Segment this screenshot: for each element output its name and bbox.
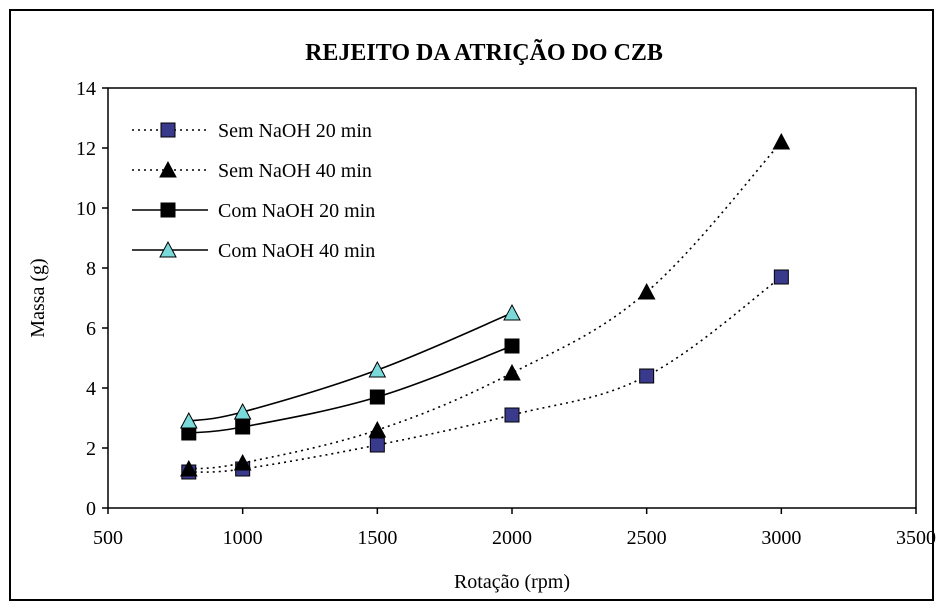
axes: 0 2 4 6 8 10 12 14 500 1000 1500 2000 2500 3000 3500 — [76, 78, 936, 549]
data-point — [503, 363, 521, 381]
chart-title: REJEITO DA ATRIÇÃO DO CZB — [305, 40, 663, 66]
legend-marker — [159, 240, 177, 258]
data-point — [233, 402, 252, 420]
y-tick-label: 12 — [76, 138, 96, 160]
x-tick-label: 2000 — [492, 527, 532, 549]
data-point — [504, 338, 520, 354]
x-tick-label: 3000 — [761, 527, 801, 549]
x-tick-label: 1000 — [223, 527, 263, 549]
series-layer — [179, 132, 791, 480]
x-tick-label: 1500 — [357, 527, 397, 549]
legend-marker — [159, 160, 177, 178]
series-4 — [179, 303, 521, 429]
x-axis-label: Rotação (rpm) — [454, 571, 570, 593]
data-point — [368, 360, 387, 378]
y-tick-label: 6 — [86, 318, 96, 340]
data-point — [369, 389, 385, 405]
y-tick-label: 14 — [76, 78, 96, 100]
legend-entry: Sem NaOH 40 min — [132, 160, 372, 182]
data-point — [368, 420, 387, 438]
data-point — [503, 303, 521, 321]
data-point — [773, 269, 789, 285]
series-line — [188, 312, 513, 422]
legend-marker — [160, 202, 176, 218]
plot-area — [107, 87, 917, 509]
y-tick-label: 4 — [86, 378, 96, 400]
legend-label: Com NaOH 40 min — [218, 240, 375, 262]
y-axis-label: Massa (g) — [27, 258, 49, 337]
data-point — [235, 419, 251, 435]
legend-marker — [160, 122, 176, 138]
legend: Sem NaOH 20 min Sem NaOH 40 min Com NaOH 2… — [132, 120, 375, 262]
data-point — [639, 368, 655, 384]
data-point — [504, 407, 520, 423]
series-line — [188, 345, 513, 434]
data-point — [369, 437, 385, 453]
data-point — [179, 411, 198, 429]
x-tick-label: 2500 — [627, 527, 667, 549]
x-tick-label: 3500 — [896, 527, 936, 549]
y-tick-label: 0 — [86, 498, 96, 520]
x-tick-label: 500 — [93, 527, 123, 549]
legend-entry: Com NaOH 40 min — [132, 240, 375, 262]
legend-label: Sem NaOH 40 min — [218, 160, 372, 182]
legend-entry: Com NaOH 20 min — [132, 200, 375, 222]
series-3 — [181, 338, 520, 441]
y-tick-label: 10 — [76, 198, 96, 220]
data-point — [637, 282, 656, 300]
legend-entry: Sem NaOH 20 min — [132, 120, 372, 142]
data-point — [179, 459, 198, 477]
legend-label: Sem NaOH 20 min — [218, 120, 372, 142]
y-tick-label: 2 — [86, 438, 96, 460]
data-point — [233, 453, 252, 471]
y-tick-label: 8 — [86, 258, 96, 280]
legend-label: Com NaOH 20 min — [218, 200, 375, 222]
data-point — [772, 132, 791, 150]
series-2 — [179, 132, 791, 477]
